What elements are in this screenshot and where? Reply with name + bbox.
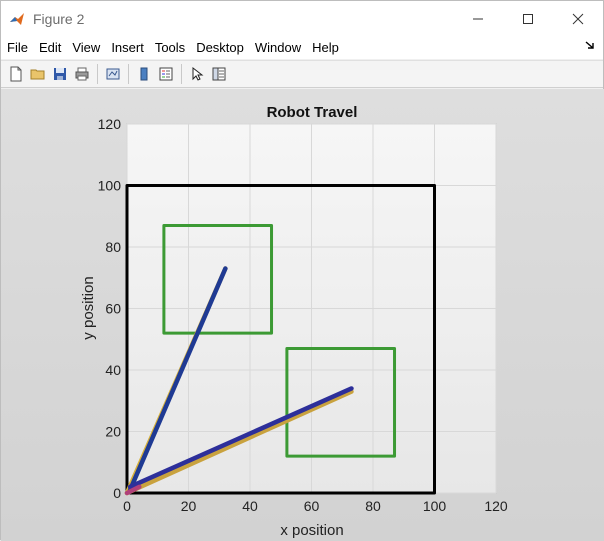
y-tick-label: 100 — [98, 178, 122, 194]
maximize-icon — [523, 14, 533, 24]
toolbar-separator — [97, 64, 98, 84]
print-icon — [75, 67, 89, 81]
toolbar-separator — [181, 64, 182, 84]
close-icon — [572, 13, 584, 25]
menu-view[interactable]: View — [72, 40, 101, 55]
chart-title: Robot Travel — [267, 104, 358, 121]
minimize-icon — [473, 18, 483, 20]
x-tick-label: 80 — [365, 498, 381, 514]
robot-path-5 — [124, 484, 142, 496]
x-tick-label: 20 — [181, 498, 197, 514]
menu-window[interactable]: Window — [254, 40, 302, 55]
y-tick-label: 20 — [105, 424, 121, 440]
figure-toolbar — [1, 60, 603, 88]
robot-travel-plot[interactable]: 0 20 40 60 80 100 120 0 20 40 60 80 100 120 Robot Tr… — [1, 89, 604, 541]
figure-canvas: 0 20 40 60 80 100 120 0 20 40 60 80 100 120 Robot Tr… — [1, 89, 604, 541]
plot-lines — [124, 266, 354, 496]
y-tick-label: 60 — [105, 301, 121, 317]
robot-path-2 — [127, 266, 228, 493]
x-tick-labels: 0 20 40 60 80 100 120 — [123, 498, 508, 514]
menu-insert[interactable]: Insert — [111, 40, 144, 55]
edit-plot-icon — [192, 66, 204, 81]
boundary-rectangle — [125, 184, 436, 495]
menu-tools[interactable]: Tools — [154, 40, 186, 55]
matlab-icon — [10, 13, 24, 25]
link-plot-icon — [106, 68, 120, 80]
maximize-button[interactable] — [503, 1, 553, 37]
x-tick-label: 120 — [484, 498, 508, 514]
y-tick-label: 80 — [105, 239, 121, 255]
new-figure-button[interactable] — [5, 63, 27, 85]
x-tick-label: 100 — [423, 498, 447, 514]
toolbar-separator — [128, 64, 129, 84]
title-bar: Figure 2 — [1, 1, 603, 37]
legend-icon — [159, 67, 173, 81]
x-tick-label: 0 — [123, 498, 131, 514]
menu-bar: File Edit View Insert Tools Desktop Wind… — [1, 37, 603, 59]
dock-arrow-icon[interactable] — [585, 40, 595, 50]
edit-plot-button[interactable] — [186, 63, 208, 85]
print-button[interactable] — [71, 63, 93, 85]
y-tick-label: 40 — [105, 362, 121, 378]
colorbar-icon — [140, 67, 148, 81]
menu-desktop[interactable]: Desktop — [196, 40, 244, 55]
open-folder-icon — [30, 69, 45, 80]
window-title: Figure 2 — [33, 11, 85, 27]
property-inspector-button[interactable] — [208, 63, 230, 85]
open-button[interactable] — [27, 63, 49, 85]
target-box-2 — [285, 346, 397, 458]
x-tick-label: 60 — [304, 498, 320, 514]
close-button[interactable] — [553, 1, 603, 37]
save-icon — [54, 68, 66, 80]
x-tick-label: 40 — [242, 498, 258, 514]
menu-help[interactable]: Help — [312, 40, 339, 55]
legend-button[interactable] — [155, 63, 177, 85]
y-tick-labels: 0 20 40 60 80 100 120 — [98, 116, 122, 501]
menu-file[interactable]: File — [7, 40, 28, 55]
property-inspector-icon — [212, 67, 226, 81]
new-figure-icon — [10, 66, 22, 82]
target-box-1 — [162, 223, 274, 335]
menu-edit[interactable]: Edit — [38, 40, 62, 55]
y-tick-label: 0 — [113, 485, 121, 501]
colorbar-button[interactable] — [133, 63, 155, 85]
robot-path-3 — [124, 389, 354, 496]
save-button[interactable] — [49, 63, 71, 85]
x-axis-label: x position — [280, 522, 343, 539]
y-tick-label: 120 — [98, 116, 122, 132]
robot-path-4 — [127, 386, 354, 490]
minimize-button[interactable] — [453, 1, 503, 37]
link-plot-button[interactable] — [102, 63, 124, 85]
plot-shapes — [125, 184, 436, 495]
y-axis-label: y position — [80, 276, 97, 339]
